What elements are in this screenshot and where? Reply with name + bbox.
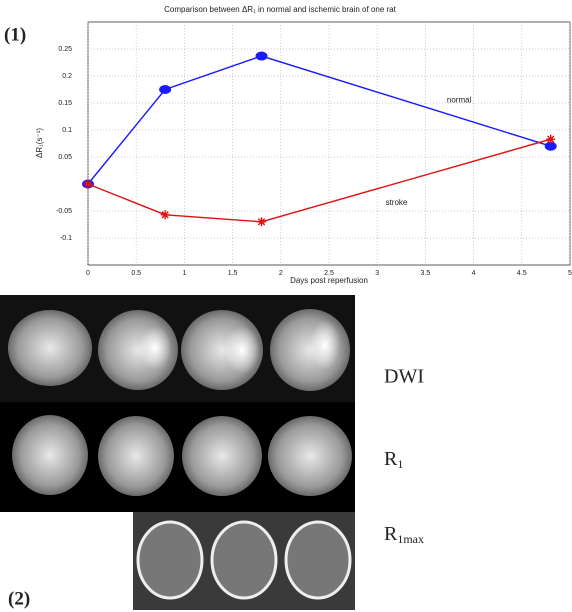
- image-label: R1max: [384, 523, 424, 546]
- y-tick-label: 0.25: [58, 46, 72, 53]
- marker: [257, 217, 266, 226]
- chart-title: Comparison between ΔR₁ in normal and isc…: [164, 5, 396, 14]
- x-tick-label: 4: [472, 270, 476, 277]
- x-tick-label: 3: [375, 270, 379, 277]
- annotation: normal: [447, 95, 472, 104]
- x-tick-label: 5: [568, 270, 572, 277]
- image-label: R1: [384, 448, 403, 471]
- marker: [256, 52, 268, 61]
- figure: Comparison between ΔR₁ in normal and isc…: [0, 0, 572, 612]
- x-tick-label: 2.5: [324, 270, 334, 277]
- x-tick-label: 0.5: [131, 270, 141, 277]
- y-tick-label: 0.2: [62, 73, 72, 80]
- x-tick-label: 0: [86, 270, 90, 277]
- x-axis-label: Days post reperfusion: [290, 276, 368, 285]
- y-axis-label: ΔR₁(s⁻¹): [35, 128, 44, 158]
- y-tick-label: -0.1: [60, 235, 72, 242]
- marker: [84, 180, 93, 189]
- x-tick-label: 1.5: [228, 270, 238, 277]
- x-tick-label: 4.5: [517, 270, 527, 277]
- image-label: DWI: [384, 366, 424, 388]
- chart: Comparison between ΔR₁ in normal and isc…: [0, 0, 572, 612]
- y-tick-label: -0.05: [56, 208, 72, 215]
- annotation: stroke: [386, 198, 408, 207]
- r1max-slices: [138, 522, 350, 598]
- y-tick-label: 0.15: [58, 100, 72, 107]
- panel-label: (2): [8, 588, 30, 609]
- x-tick-label: 1: [182, 270, 186, 277]
- y-tick-label: 0.05: [58, 154, 72, 161]
- x-tick-label: 3.5: [421, 270, 431, 277]
- marker: [161, 210, 170, 219]
- marker: [546, 135, 555, 144]
- panel-label: (1): [4, 24, 26, 45]
- marker: [159, 85, 171, 94]
- y-tick-label: 0.1: [62, 127, 72, 134]
- x-tick-label: 2: [279, 270, 283, 277]
